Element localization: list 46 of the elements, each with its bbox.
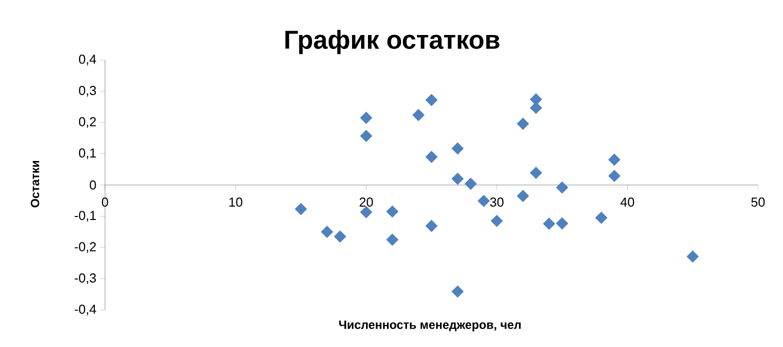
- point: [516, 190, 530, 202]
- point: [334, 230, 346, 243]
- point: [412, 108, 425, 122]
- x-axis-title: Численность менеджеров, чел: [339, 320, 521, 332]
- y-tick-label: -0,1: [74, 210, 96, 222]
- point: [556, 181, 568, 194]
- point: [451, 285, 464, 298]
- point: [608, 170, 620, 182]
- point: [490, 214, 503, 228]
- point: [464, 178, 477, 190]
- point: [360, 112, 372, 124]
- x-tick-label: 30: [490, 198, 504, 207]
- point: [386, 234, 398, 246]
- x-tick-label: 0: [102, 198, 108, 207]
- point: [686, 250, 699, 263]
- point: [386, 205, 398, 218]
- x-tick-label: 20: [360, 198, 373, 207]
- y-tick-label: 0,2: [78, 117, 96, 128]
- point: [608, 154, 620, 166]
- y-tick-label: 0: [90, 180, 96, 190]
- point: [516, 118, 530, 130]
- y-tick-label: 0,4: [78, 54, 96, 66]
- x-tick-label: 10: [229, 198, 242, 207]
- point: [425, 150, 438, 164]
- y-tick-label: -0,4: [74, 304, 96, 316]
- y-axis-title: Остатки: [30, 161, 40, 208]
- y-tick-label: 0,3: [78, 86, 96, 97]
- chart-title: График остатков: [285, 30, 500, 54]
- x-tick-label: 50: [751, 198, 765, 207]
- point: [595, 212, 608, 224]
- point: [294, 202, 308, 216]
- y-tick-label: 0,1: [78, 148, 96, 160]
- y-tick-label: -0,2: [74, 242, 96, 253]
- point: [360, 130, 372, 142]
- y-tick-label: -0,3: [74, 273, 96, 284]
- point: [425, 220, 438, 232]
- point: [542, 218, 556, 230]
- point: [425, 94, 438, 106]
- point: [360, 206, 372, 218]
- x-tick-label: 40: [620, 198, 634, 207]
- point: [556, 217, 568, 230]
- point: [478, 194, 490, 208]
- point: [451, 172, 464, 185]
- point: [451, 142, 464, 155]
- point: [320, 226, 334, 238]
- point: [530, 166, 542, 179]
